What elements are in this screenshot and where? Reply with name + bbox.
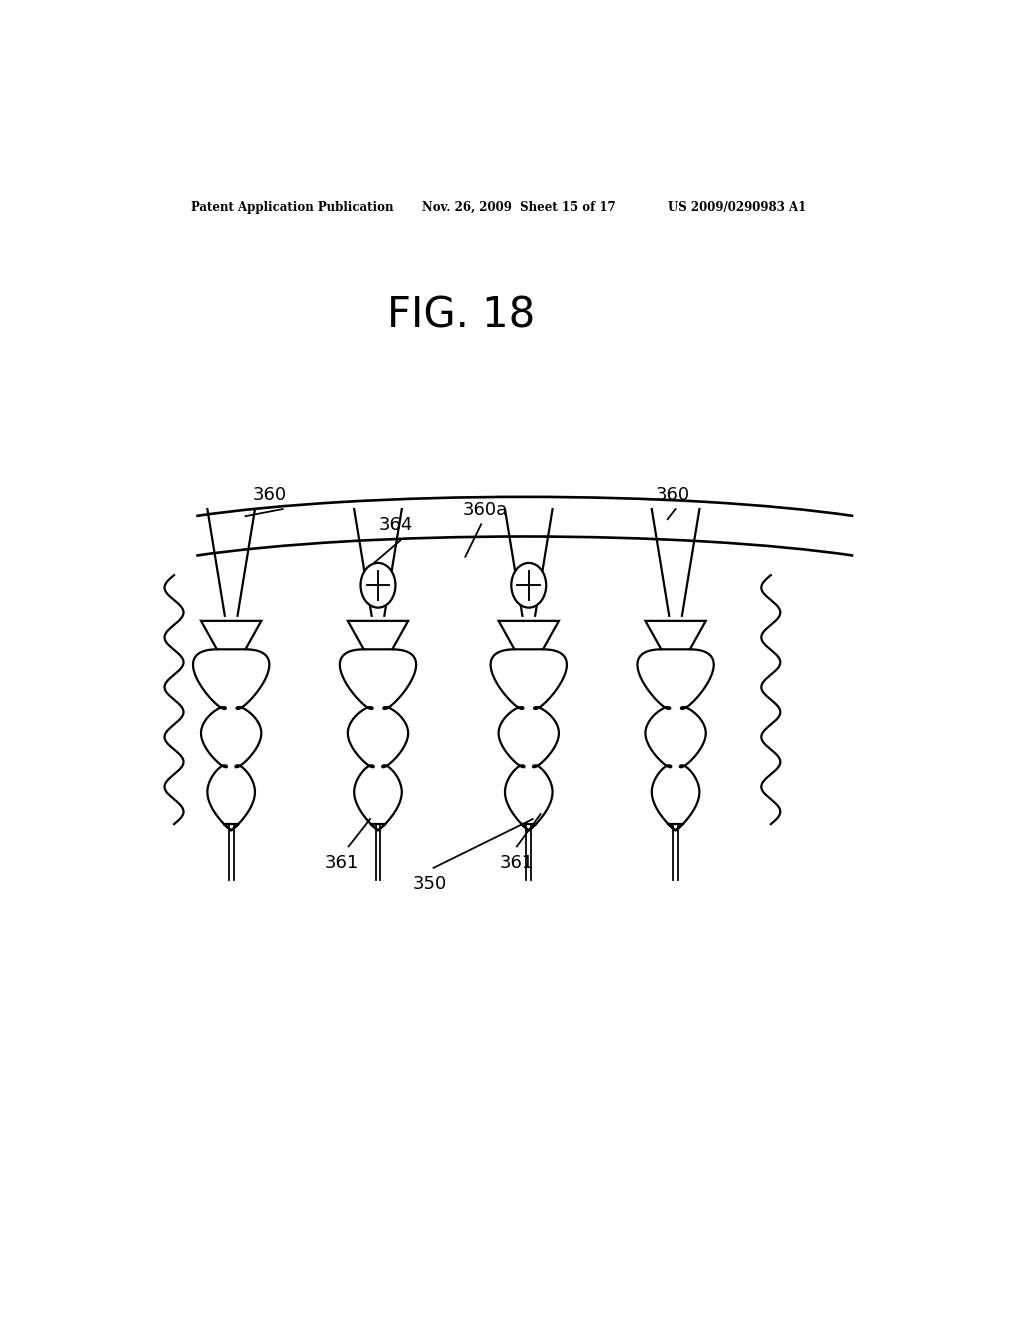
Text: 361: 361 — [326, 854, 359, 871]
Circle shape — [360, 562, 395, 607]
Text: 360a: 360a — [463, 502, 508, 519]
Text: Nov. 26, 2009  Sheet 15 of 17: Nov. 26, 2009 Sheet 15 of 17 — [422, 201, 615, 214]
Text: 360: 360 — [656, 486, 690, 504]
Text: Patent Application Publication: Patent Application Publication — [191, 201, 394, 214]
Text: FIG. 18: FIG. 18 — [387, 294, 536, 337]
Circle shape — [511, 562, 546, 607]
Text: 350: 350 — [413, 875, 446, 892]
Text: US 2009/0290983 A1: US 2009/0290983 A1 — [668, 201, 806, 214]
Text: 361: 361 — [500, 854, 534, 871]
Text: 360: 360 — [252, 486, 287, 504]
Text: 364: 364 — [378, 516, 413, 535]
